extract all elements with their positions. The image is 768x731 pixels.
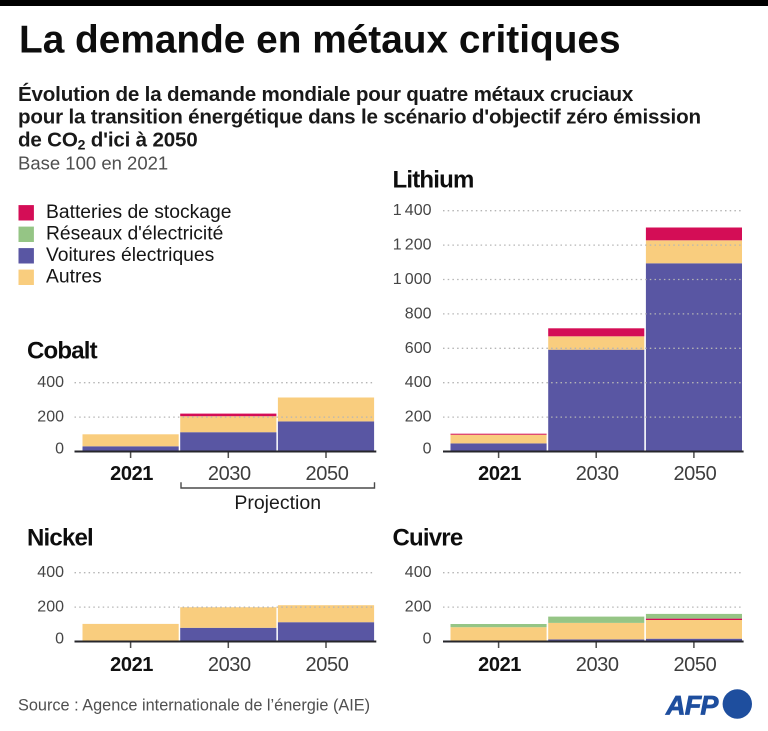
svg-text:0: 0 — [423, 631, 432, 648]
svg-text:200: 200 — [37, 599, 64, 616]
svg-text:2030: 2030 — [208, 654, 251, 676]
svg-text:2021: 2021 — [478, 654, 521, 676]
svg-text:pour la transition énergétique: pour la transition énergétique dans le s… — [18, 106, 701, 129]
svg-text:600: 600 — [405, 340, 432, 357]
svg-text:Voitures électriques: Voitures électriques — [46, 245, 214, 266]
svg-text:800: 800 — [405, 305, 432, 322]
svg-text:2021: 2021 — [110, 654, 153, 676]
svg-text:2030: 2030 — [576, 463, 619, 485]
svg-text:1 400: 1 400 — [393, 202, 432, 219]
svg-text:2021: 2021 — [478, 463, 521, 485]
svg-text:Projection: Projection — [234, 492, 321, 514]
svg-text:AFP: AFP — [665, 690, 719, 720]
svg-text:0: 0 — [55, 441, 64, 458]
svg-text:Lithium: Lithium — [393, 167, 474, 194]
svg-text:2050: 2050 — [306, 463, 349, 485]
svg-text:0: 0 — [55, 631, 64, 648]
svg-text:Autres: Autres — [46, 267, 102, 288]
svg-text:Cuivre: Cuivre — [393, 525, 463, 552]
svg-text:Nickel: Nickel — [27, 525, 93, 552]
svg-text:Batteries de stockage: Batteries de stockage — [46, 202, 231, 223]
svg-text:400: 400 — [37, 374, 64, 391]
svg-text:0: 0 — [423, 441, 432, 458]
svg-text:de CO2 d'ici à 2050: de CO2 d'ici à 2050 — [18, 129, 197, 153]
svg-text:200: 200 — [37, 409, 64, 426]
svg-text:400: 400 — [405, 374, 432, 391]
svg-text:Source : Agence internationale: Source : Agence internationale de l’éner… — [18, 696, 370, 714]
svg-text:Cobalt: Cobalt — [27, 337, 98, 364]
svg-text:1 000: 1 000 — [393, 271, 432, 288]
svg-text:400: 400 — [37, 564, 64, 581]
svg-text:Évolution de la demande mondia: Évolution de la demande mondiale pour qu… — [18, 83, 634, 106]
svg-text:La demande en métaux critiques: La demande en métaux critiques — [19, 19, 621, 62]
svg-text:2030: 2030 — [576, 654, 619, 676]
svg-text:2021: 2021 — [110, 463, 153, 485]
svg-text:200: 200 — [405, 409, 432, 426]
svg-text:400: 400 — [405, 564, 432, 581]
svg-text:1 200: 1 200 — [393, 237, 432, 254]
svg-text:Base 100 en 2021: Base 100 en 2021 — [18, 152, 168, 173]
svg-text:Réseaux d'électricité: Réseaux d'électricité — [46, 224, 223, 245]
svg-text:2050: 2050 — [673, 654, 716, 676]
svg-text:2050: 2050 — [673, 463, 716, 485]
svg-text:2030: 2030 — [208, 463, 251, 485]
svg-text:200: 200 — [405, 599, 432, 616]
svg-text:2050: 2050 — [306, 654, 349, 676]
